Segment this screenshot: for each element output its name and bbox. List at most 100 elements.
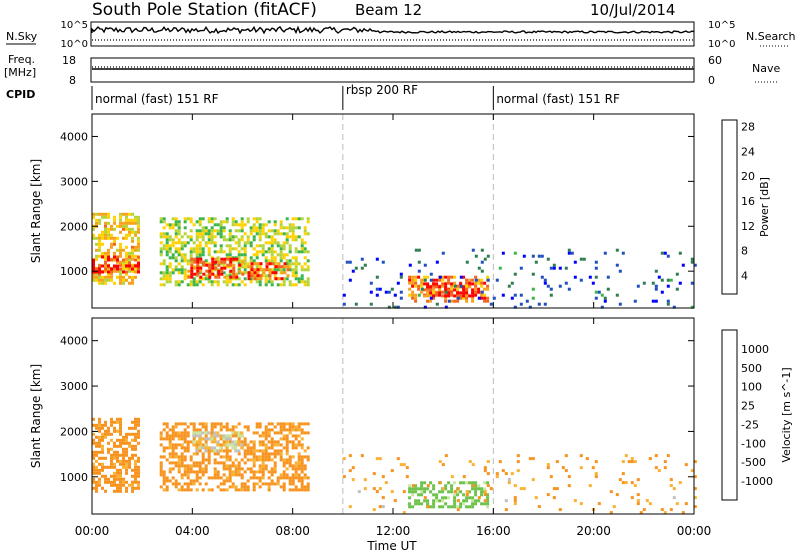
range-time-cell — [195, 283, 199, 287]
range-time-cell — [267, 422, 271, 426]
range-time-cell — [381, 505, 385, 509]
range-time-cell — [420, 281, 424, 285]
range-time-cell — [165, 247, 169, 251]
range-time-cell — [456, 284, 460, 288]
range-time-cell — [507, 478, 511, 482]
range-time-cell — [417, 287, 421, 291]
range-time-cell — [211, 260, 215, 264]
range-time-cell — [483, 466, 487, 470]
range-time-cell — [300, 238, 304, 242]
range-time-cell — [119, 459, 122, 463]
range-time-cell — [447, 291, 451, 295]
range-time-cell — [168, 262, 172, 266]
range-time-cell — [131, 239, 134, 243]
range-time-cell — [204, 470, 208, 474]
range-time-cell — [225, 265, 229, 269]
range-time-cell — [204, 428, 208, 432]
range-time-cell — [306, 265, 310, 269]
range-time-cell — [207, 229, 211, 233]
range-time-cell — [177, 253, 181, 257]
range-time-cell — [261, 452, 265, 456]
range-time-cell — [270, 440, 274, 444]
range-time-cell — [237, 253, 241, 257]
range-time-cell — [125, 278, 128, 282]
range-time-cell — [171, 431, 175, 435]
range-time-cell — [297, 440, 301, 444]
range-time-cell — [432, 505, 436, 509]
x-tick-label: 12:00 — [376, 524, 411, 538]
range-time-cell — [243, 271, 247, 275]
range-time-cell — [378, 287, 382, 291]
range-time-cell — [243, 455, 247, 459]
range-time-cell — [131, 212, 134, 216]
range-time-cell — [110, 242, 113, 246]
range-time-cell — [636, 493, 640, 497]
range-time-cell — [264, 452, 268, 456]
range-time-cell — [477, 287, 481, 291]
range-time-cell — [282, 244, 286, 248]
range-time-cell — [531, 457, 535, 461]
range-time-cell — [217, 269, 221, 273]
range-time-cell — [113, 453, 116, 457]
range-time-cell — [429, 299, 433, 303]
range-time-cell — [101, 438, 104, 442]
range-time-cell — [201, 446, 205, 450]
range-time-cell — [300, 464, 304, 468]
range-time-cell — [225, 458, 229, 462]
range-time-cell — [174, 446, 178, 450]
range-time-cell — [162, 449, 166, 453]
range-time-cell — [119, 432, 122, 436]
range-time-cell — [107, 429, 110, 433]
range-time-cell — [459, 275, 463, 279]
range-time-cell — [243, 452, 247, 456]
range-time-cell — [276, 241, 280, 245]
range-time-cell — [168, 446, 172, 450]
range-time-cell — [92, 423, 95, 427]
range-time-cell — [98, 477, 101, 481]
range-time-cell — [137, 441, 140, 445]
range-time-cell — [192, 223, 196, 227]
range-time-cell — [240, 247, 244, 251]
range-time-cell — [456, 487, 460, 491]
range-time-cell — [234, 464, 238, 468]
range-time-cell — [252, 247, 256, 251]
range-time-cell — [101, 462, 104, 466]
range-time-cell — [92, 480, 95, 484]
range-time-cell — [128, 261, 131, 265]
range-time-cell — [234, 467, 238, 471]
range-time-cell — [159, 247, 163, 251]
range-time-cell — [198, 220, 202, 224]
range-time-cell — [306, 485, 310, 489]
range-time-cell — [282, 488, 286, 492]
range-time-cell — [228, 467, 232, 471]
range-time-cell — [134, 264, 137, 268]
range-time-cell — [444, 484, 448, 488]
range-time-cell — [210, 434, 214, 438]
range-time-cell — [546, 284, 550, 288]
range-time-cell — [113, 456, 116, 460]
range-time-cell — [672, 487, 676, 491]
range-time-cell — [381, 496, 385, 500]
range-time-cell — [432, 493, 436, 497]
range-time-cell — [119, 242, 122, 246]
range-time-cell — [92, 275, 95, 279]
range-time-cell — [222, 467, 226, 471]
range-time-cell — [291, 217, 295, 221]
range-time-cell — [196, 263, 200, 267]
range-time-cell — [204, 425, 208, 429]
range-time-cell — [303, 431, 307, 435]
range-time-cell — [92, 462, 95, 466]
range-time-cell — [417, 269, 421, 273]
range-time-cell — [693, 487, 697, 491]
range-time-cell — [174, 259, 178, 263]
range-time-cell — [453, 481, 457, 485]
range-time-cell — [223, 257, 227, 261]
range-time-cell — [189, 229, 193, 233]
range-time-cell — [465, 299, 469, 303]
range-time-cell — [190, 266, 194, 270]
range-time-cell — [294, 250, 298, 254]
range-time-cell — [240, 431, 244, 435]
range-time-cell — [95, 480, 98, 484]
power-colorbar-tick: 24 — [741, 145, 755, 158]
range-time-cell — [192, 479, 196, 483]
